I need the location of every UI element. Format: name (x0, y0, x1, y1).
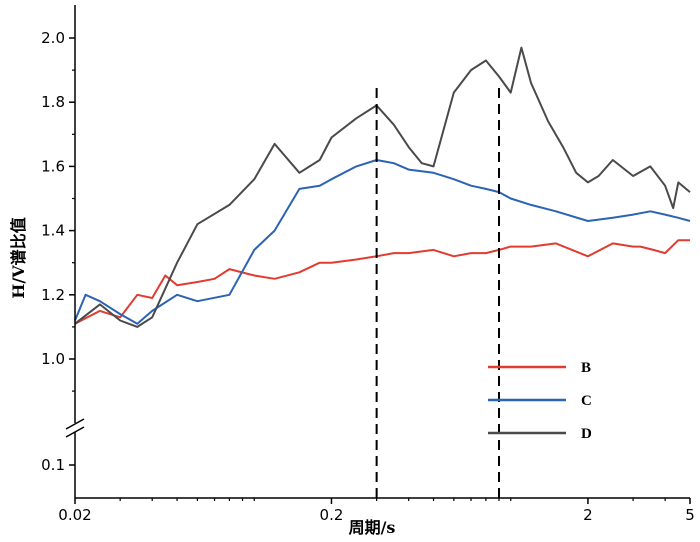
legend-label-c: C (581, 393, 592, 409)
legend-label-b: B (581, 360, 591, 376)
y-tick-label: 2.0 (41, 29, 65, 47)
y-tick-label: 1.4 (41, 222, 65, 240)
legend-label-d: D (581, 426, 592, 442)
series-line-d (74, 46, 691, 328)
y-tick-label: 1.8 (41, 93, 65, 111)
y-axis-title: H/V谱比值 (9, 217, 28, 298)
x-tick-label: 0.02 (58, 506, 91, 524)
y-tick-label: 1.0 (41, 350, 65, 368)
x-tick-label: 0.2 (320, 506, 344, 524)
x-tick-label: 2 (583, 506, 593, 524)
vertical-markers (375, 88, 500, 498)
legend: B C D (488, 360, 592, 442)
ticks: 1.0 1.2 1.4 1.6 1.8 2.0 0.1 0.02 0.2 2 5 (41, 29, 695, 524)
y-tick-label: 0.1 (41, 456, 65, 474)
y-tick-label: 1.2 (41, 286, 65, 304)
series-line-c (74, 159, 691, 325)
series-line-b (74, 239, 690, 325)
series-layer (74, 46, 691, 328)
axis-break-mark (65, 418, 85, 438)
x-tick-label: 5 (685, 506, 695, 524)
x-axis-title: 周期/s (349, 518, 396, 537)
y-tick-label: 1.6 (41, 157, 65, 175)
